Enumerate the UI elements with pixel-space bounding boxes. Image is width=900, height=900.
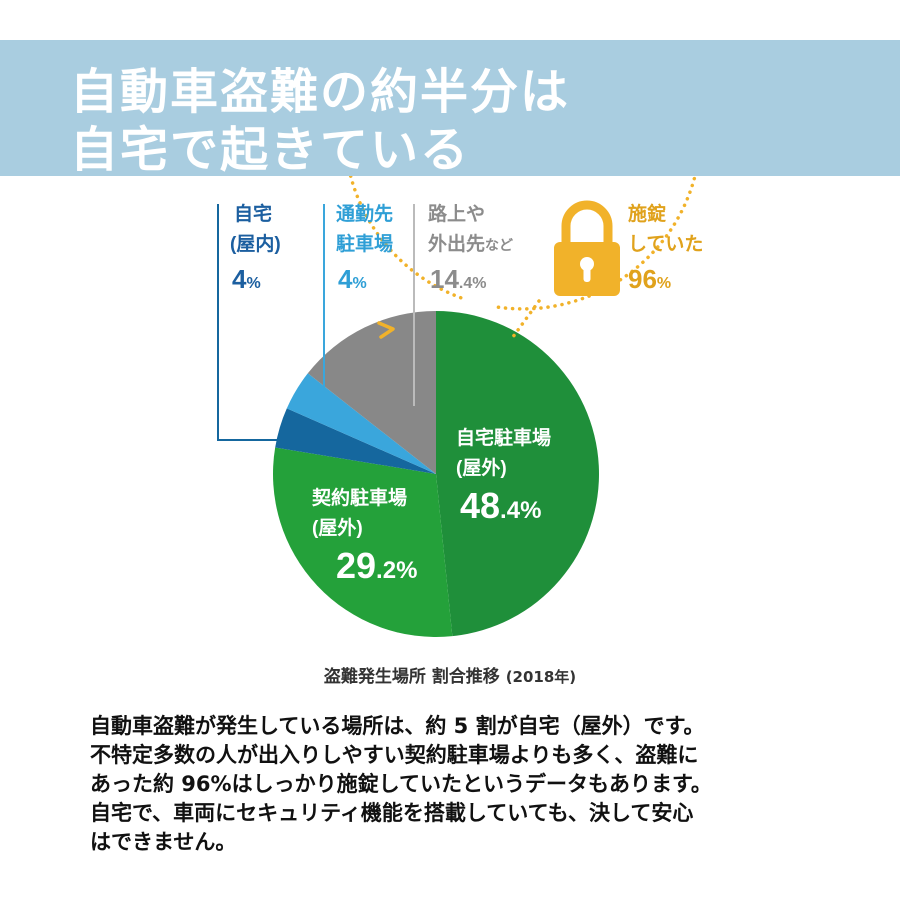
label-home-indoor-line1: 自宅	[234, 202, 272, 225]
arc-arrowhead	[377, 321, 395, 339]
label-contract-parking-line2: (屋外)	[312, 516, 363, 539]
headline-line-2: 自宅で起きている	[70, 122, 471, 178]
lock-label-line2: していた	[628, 233, 703, 255]
slice-contract-parking	[273, 447, 453, 637]
label-street-line1: 路上や	[428, 202, 485, 225]
label-commute-line2: 駐車場	[336, 232, 393, 255]
label-contract-parking-line1: 契約駐車場	[311, 486, 407, 509]
pie-chart: 自宅 (屋内) 4% 通勤先 駐車場 4% 路上や 外出先など 14.4% 施錠…	[217, 176, 703, 637]
label-home-indoor-line2: (屋内)	[230, 232, 281, 255]
value-street: 14.4%	[430, 264, 487, 294]
value-home-parking: 48.4%	[460, 485, 541, 526]
value-commute: 4%	[338, 264, 367, 294]
description-line-5: はできません。	[90, 830, 237, 854]
value-contract-parking: 29.2%	[336, 545, 417, 586]
headline-line-1: 自動車盗難の約半分は	[70, 64, 571, 120]
pie-slices	[273, 311, 599, 637]
description-line-4: 自宅で、車両にセキュリティ機能を搭載していても、決して安心	[90, 801, 694, 825]
label-home-parking-line1: 自宅駐車場	[456, 426, 551, 449]
label-street-line2: 外出先など	[428, 232, 513, 255]
slice-street-other	[307, 311, 436, 474]
lock-leader-line	[508, 299, 541, 343]
lock-value: 96%	[628, 264, 671, 294]
description-line-1: 自動車盗難が発生している場所は、約 5 割が自宅（屋外）です。	[90, 714, 705, 738]
header-band	[0, 40, 900, 176]
value-home-indoor: 4%	[232, 264, 261, 294]
description-line-2: 不特定多数の人が出入りしやすい契約駐車場よりも多く、盗難に	[90, 743, 699, 767]
slice-home-parking	[436, 311, 599, 637]
lock-label-line1: 施錠	[628, 202, 666, 225]
description-text: 自動車盗難が発生している場所は、約 5 割が自宅（屋外）です。 不特定多数の人が…	[90, 712, 830, 857]
label-home-parking-line2: (屋外)	[456, 456, 507, 479]
leader-home-indoor	[217, 204, 305, 441]
description-line-3: あった約 96%はしっかり施錠していたというデータもあります。	[90, 772, 712, 796]
slice-home-indoor	[275, 408, 436, 474]
lock-icon	[554, 200, 620, 296]
chart-caption: 盗難発生場所 割合推移 (2018年)	[323, 667, 577, 687]
label-commute-line1: 通勤先	[336, 202, 393, 225]
